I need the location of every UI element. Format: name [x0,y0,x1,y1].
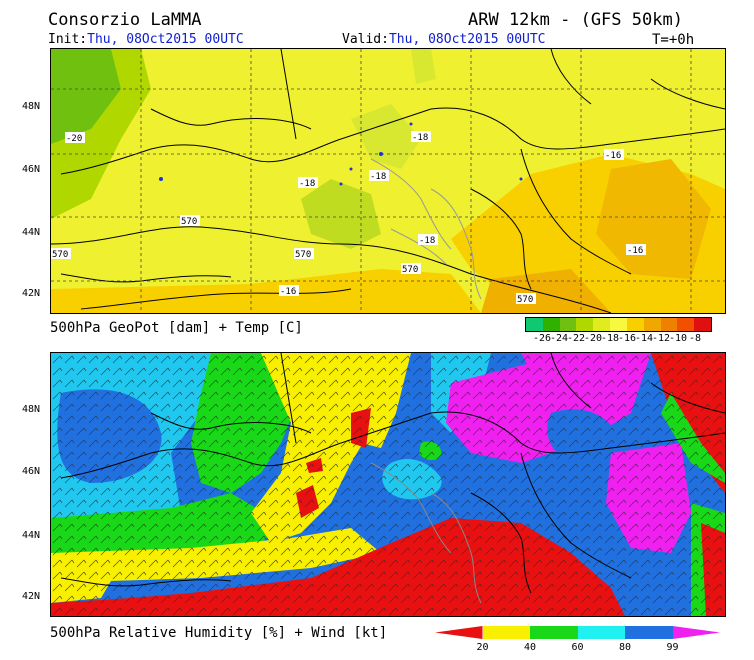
lat-label: 42N [22,591,41,602]
lat-label: 46N [22,466,41,477]
model-title: ARW 12km - (GFS 50km) [468,10,683,30]
colorbar-swatch [559,318,577,331]
colorbar-swatch [672,626,720,639]
contour-label: -18 [299,179,315,189]
contour-label: -18 [419,236,435,246]
colorbar-swatch [526,318,543,331]
contour-label: -16 [627,246,643,256]
colorbar-swatch [593,318,611,331]
colorbar-swatch [677,318,695,331]
init-value: Thu, 08Oct2015 00UTC [87,32,244,47]
lat-label: 48N [22,404,41,415]
temperature-colorbar-labels: -26 -24 -22 -20 -18 -16 -14 -12 -10 -8 [525,333,710,345]
colorbar-swatch [625,626,673,639]
contour-label: 570 [181,217,197,227]
lat-label: 46N [22,164,41,175]
colorbar-label: 40 [523,642,537,653]
contour-label: -18 [412,133,428,143]
colorbar-swatch [542,318,560,331]
colorbar-swatch [626,318,644,331]
colorbar-label: -8 [688,333,702,344]
humidity-wind-field [51,353,725,616]
colorbar-label: -12 [651,333,671,344]
humidity-colorbar [435,626,720,639]
init-label: Init: [48,32,88,47]
colorbar-label: -26 [532,333,552,344]
contour-label: 570 [52,250,68,260]
init-time: Init:Thu, 08Oct2015 00UTC [48,32,244,47]
contour-label: 570 [295,250,311,260]
colorbar-label: -14 [634,333,654,344]
colorbar-swatch [660,318,678,331]
colorbar-swatch [435,626,483,639]
colorbar-swatch [643,318,661,331]
colorbar-swatch [482,626,530,639]
geopotential-temperature-map: -20 -18 -18 -18 -16 -18 -16 -16 570 570 … [50,48,726,314]
colorbar-swatch [577,626,625,639]
colorbar-label: -20 [583,333,603,344]
forecast-step: T=+0h [652,32,695,48]
lat-label: 48N [22,101,41,112]
valid-value: Thu, 08Oct2015 00UTC [388,32,546,47]
colorbar-label: 20 [476,642,489,653]
top-panel-caption: 500hPa GeoPot [dam] + Temp [C] [50,320,303,336]
colorbar-label: -22 [566,333,586,344]
colorbar-label: -24 [549,333,569,344]
colorbar-label: -16 [617,333,637,344]
colorbar-label: 60 [571,642,584,653]
contour-label: -16 [280,287,296,297]
org-title: Consorzio LaMMA [48,10,202,30]
lat-label: 44N [22,227,41,238]
contour-label: 570 [517,295,533,305]
contour-label: 570 [402,265,418,275]
humidity-colorbar-labels: 20 40 60 80 99 [435,642,720,654]
lat-label: 44N [22,530,41,541]
contour-label: -16 [605,151,621,161]
bottom-panel-caption: 500hPa Relative Humidity [%] + Wind [kt] [50,625,388,641]
colorbar-swatch [610,318,627,331]
lat-label: 42N [22,288,41,299]
humidity-wind-map [50,352,726,617]
colorbar-label: -10 [668,333,688,344]
colorbar-swatch [530,626,578,639]
valid-time: Valid:Thu, 08Oct2015 00UTC [342,32,546,47]
colorbar-label: -18 [600,333,620,344]
contour-label: -20 [66,134,82,144]
geopot-temp-field: -20 -18 -18 -18 -16 -18 -16 -16 570 570 … [51,49,725,313]
contour-label: -18 [370,172,386,182]
temperature-colorbar [525,317,712,332]
colorbar-label: 99 [666,642,679,653]
colorbar-swatch [694,318,711,331]
colorbar-label: 80 [618,642,632,653]
colorbar-swatch [576,318,594,331]
valid-label: Valid: [342,32,389,47]
